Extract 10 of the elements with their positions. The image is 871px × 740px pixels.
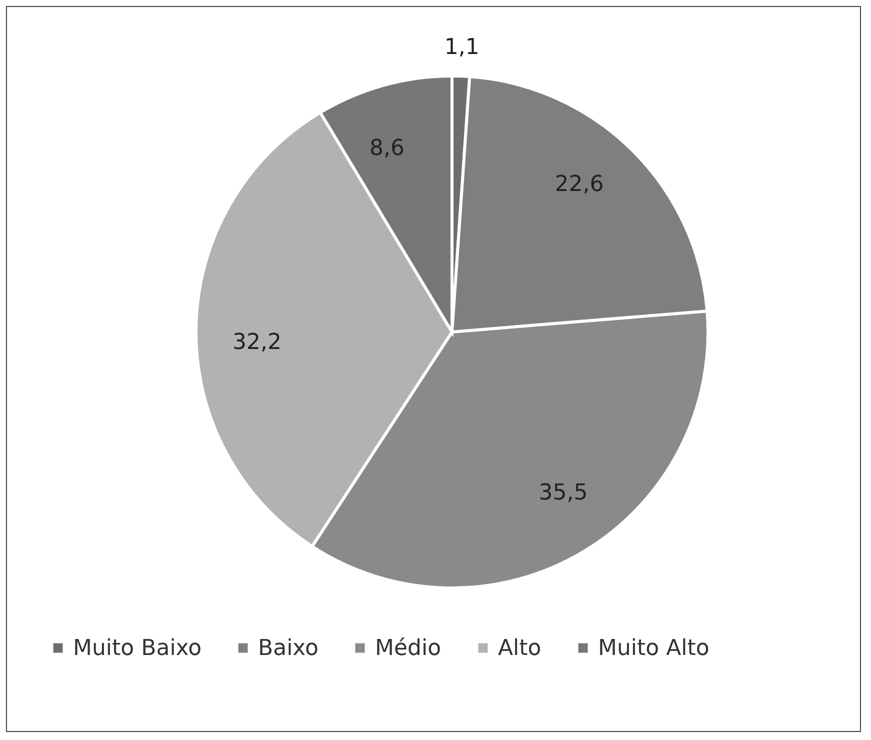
legend-label: Muito Baixo (73, 636, 202, 661)
data-label: 1,1 (444, 35, 480, 60)
data-label: 22,6 (554, 172, 604, 197)
legend-label: Baixo (258, 636, 318, 661)
legend-label: Alto (498, 636, 542, 661)
legend-label: Médio (375, 636, 442, 661)
data-label: 8,6 (370, 136, 405, 161)
data-label: 32,2 (232, 330, 282, 355)
data-label: 35,5 (538, 480, 588, 506)
legend-label: Muito Alto (598, 636, 710, 661)
